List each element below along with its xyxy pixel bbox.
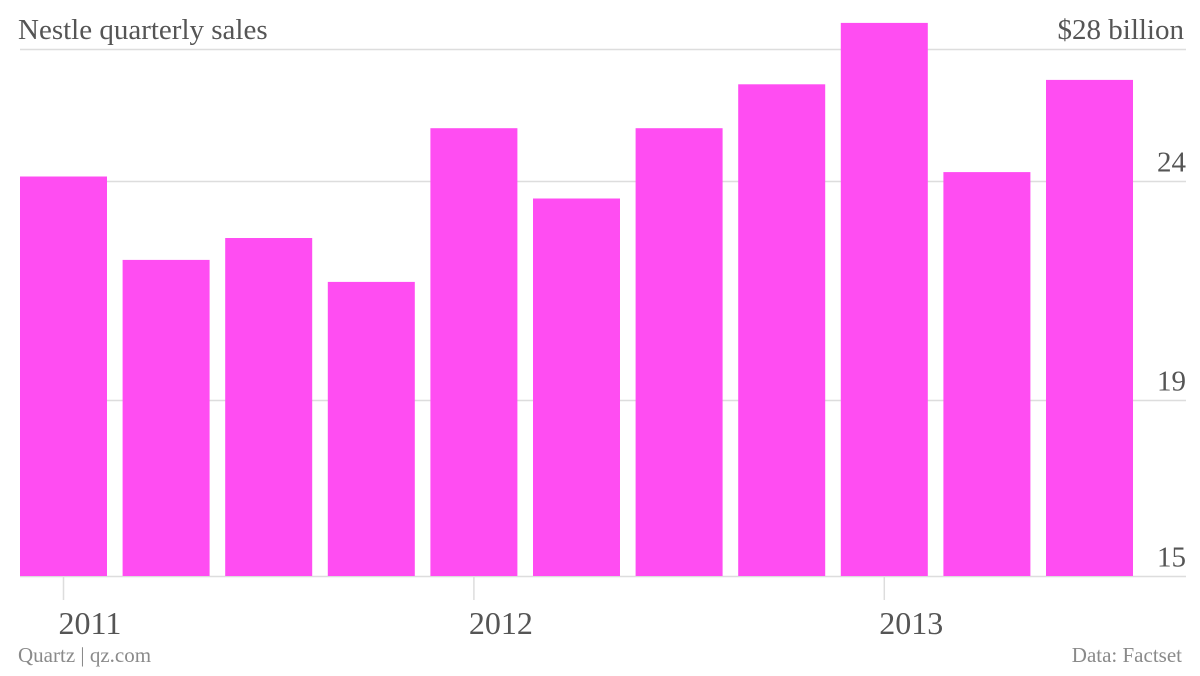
y-tick-label: 19 (1157, 366, 1186, 398)
bar (20, 176, 107, 576)
chart-title: Nestle quarterly sales (18, 14, 268, 46)
bar (635, 128, 723, 576)
bar (225, 238, 313, 576)
axes: 15 19 24 2011 2012 2013 (59, 147, 1187, 642)
bar (430, 128, 518, 576)
bar (122, 259, 210, 576)
bar (738, 84, 826, 577)
x-tick-label: 2013 (879, 605, 943, 641)
source-label: Data: Factset (1071, 643, 1182, 667)
bars (20, 22, 1133, 577)
bar (840, 22, 928, 576)
y-tick-label: 15 (1157, 542, 1186, 574)
x-tick-label: 2011 (59, 605, 122, 641)
bar (327, 281, 415, 576)
top-y-tick-label: $28 billion (1057, 14, 1184, 46)
bar (533, 198, 620, 576)
credit-label: Quartz | qz.com (18, 643, 152, 667)
bar (1046, 79, 1133, 577)
y-tick-label: 24 (1157, 147, 1187, 179)
x-tick-label: 2012 (469, 605, 533, 641)
bar (943, 172, 1031, 576)
